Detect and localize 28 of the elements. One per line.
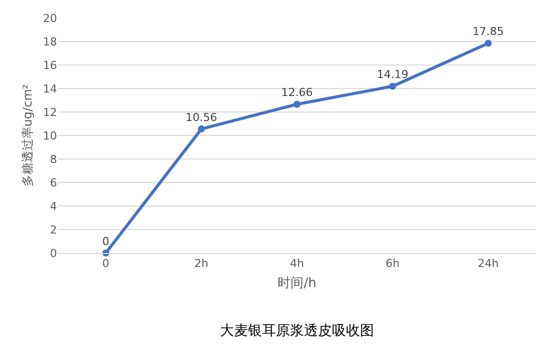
data-label: 0 xyxy=(102,234,110,248)
y-tick-label: 16 xyxy=(43,58,57,72)
data-label: 12.66 xyxy=(281,86,313,100)
y-tick-label: 10 xyxy=(43,129,57,142)
data-label: 17.85 xyxy=(472,25,504,38)
y-tick-label: 12 xyxy=(43,106,57,119)
x-tick-label: 24h xyxy=(478,257,499,270)
text: 大麦银耳原浆透皮吸收图 xyxy=(220,323,374,339)
y-tick-label: 20 xyxy=(43,12,57,25)
x-axis-title: 时间/h xyxy=(278,276,316,291)
y-tick-label: 4 xyxy=(50,200,57,213)
y-tick-label: 2 xyxy=(50,223,57,236)
y-axis-title: 多糖透过率ug/cm² xyxy=(20,84,34,187)
y-tick-label: 6 xyxy=(50,176,57,190)
y-tick-label: 0 xyxy=(50,246,57,260)
y-tick-label: 14 xyxy=(43,82,57,96)
x-tick-label: 4h xyxy=(290,257,304,270)
data-label: 10.56 xyxy=(186,110,218,124)
point xyxy=(484,40,492,47)
data-label: 14.19 xyxy=(376,68,408,82)
x-tick-label: 6h xyxy=(386,257,400,270)
x-tick-label: 0 xyxy=(102,257,110,270)
y-tick-label: 18 xyxy=(43,35,57,48)
y-tick-label: 8 xyxy=(50,152,57,166)
x-tick-label: 2h xyxy=(194,257,208,270)
point xyxy=(294,100,300,108)
point xyxy=(389,82,396,90)
point xyxy=(198,125,205,132)
